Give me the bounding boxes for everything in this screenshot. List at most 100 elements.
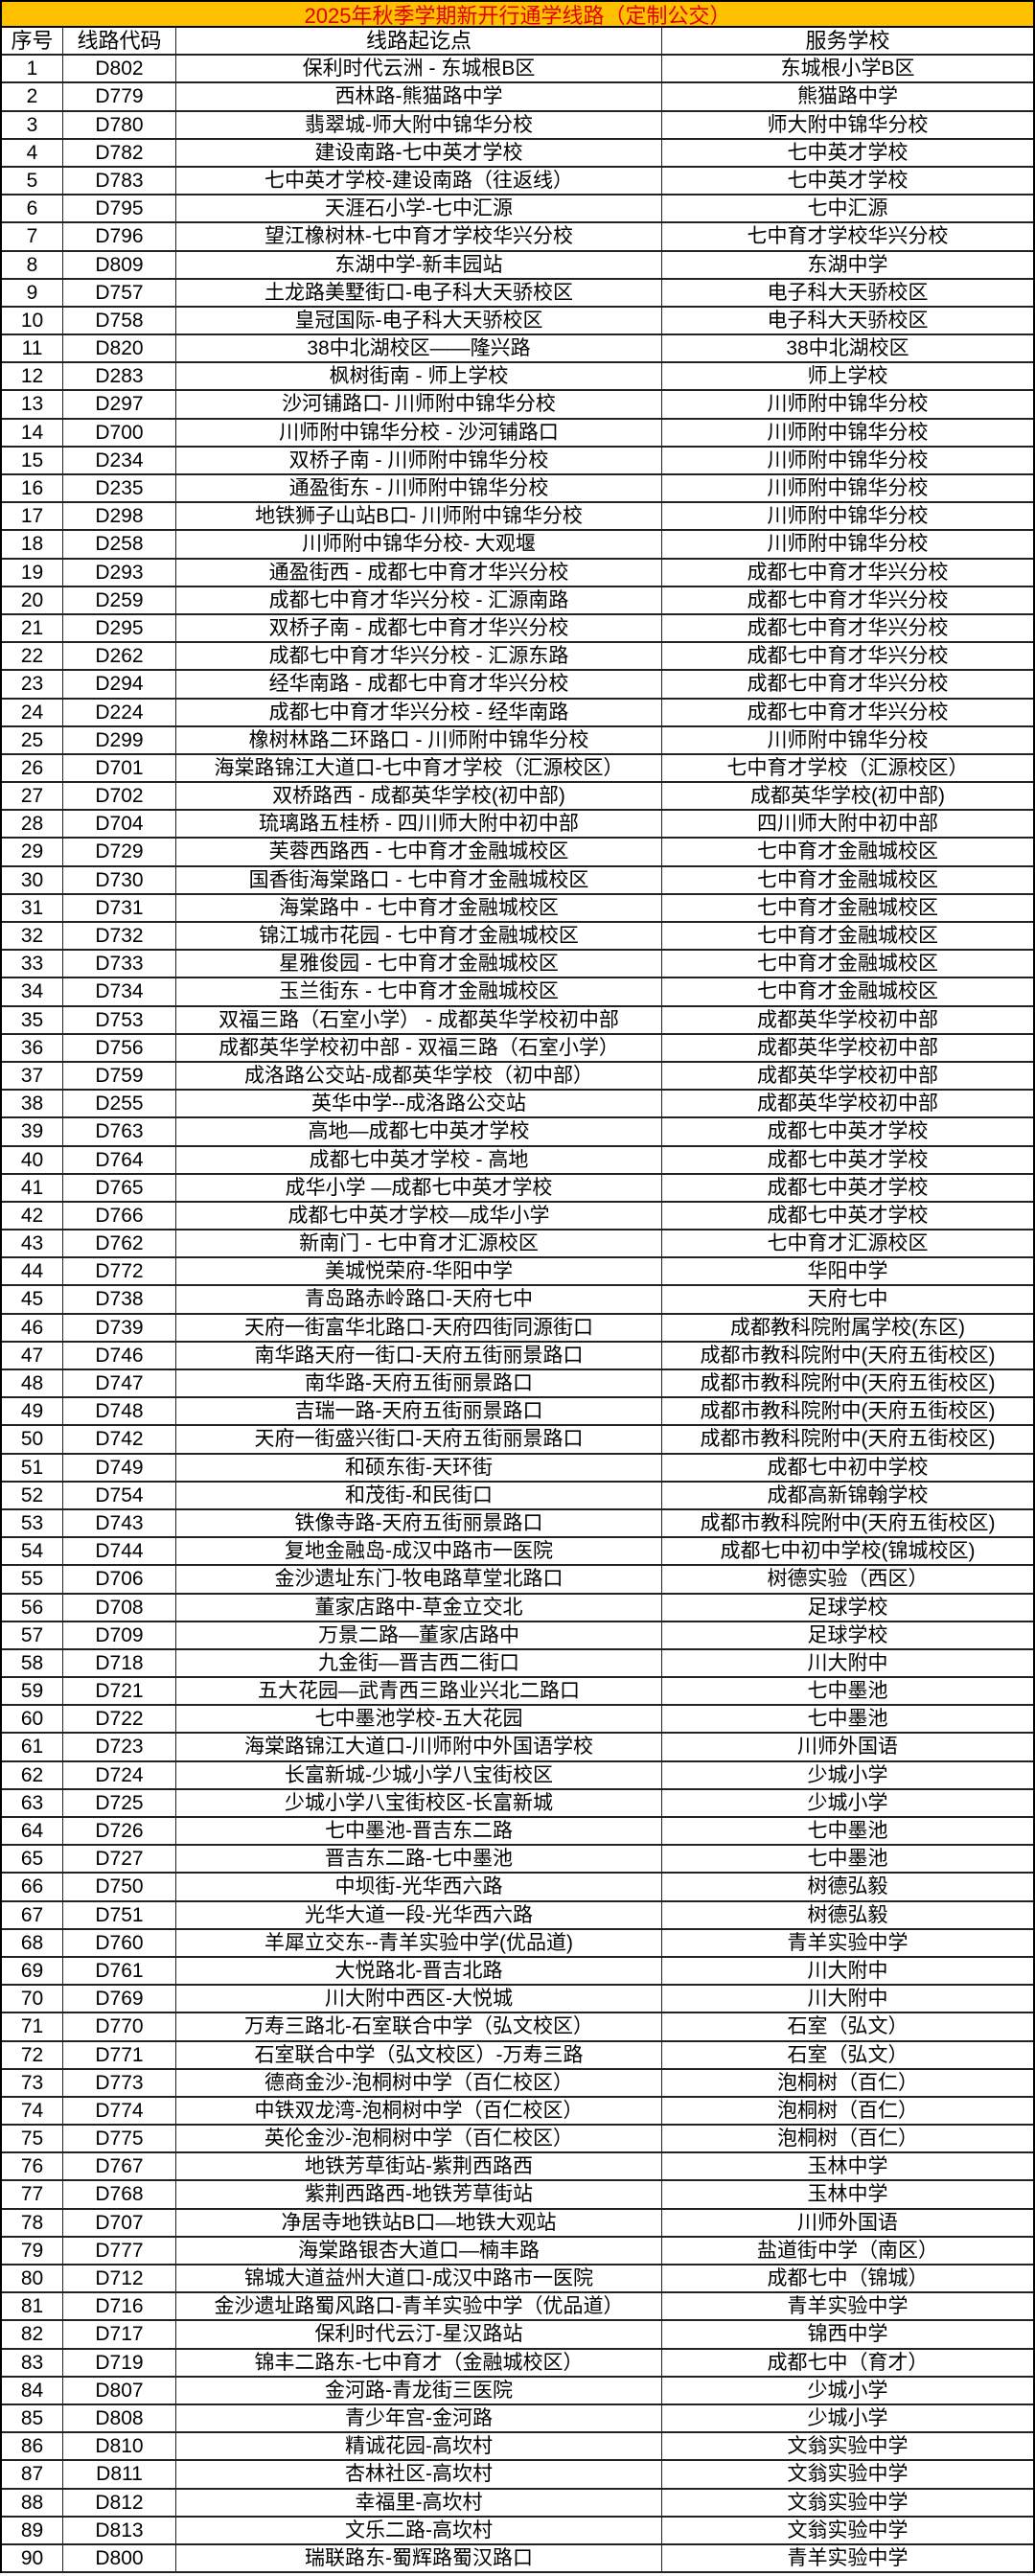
cell-seq: 63 [2, 1789, 63, 1816]
cell-school: 七中育才金融城校区 [757, 868, 938, 891]
cell-code: D812 [63, 2489, 176, 2516]
cell-route: 天涯石小学-七中汇源 [176, 196, 662, 222]
cell-route: 双桥子南 - 成都七中育才华兴分校 [176, 614, 662, 642]
table-row: 20 D259 成都七中育才华兴分校 - 汇源南路 成都七中育才华兴分校 [2, 586, 1033, 615]
cell-route: 双福三路（石室小学） - 成都英华学校初中部 [176, 1006, 662, 1033]
cell-seq: 62 [2, 1761, 63, 1788]
cell-seq: 32 [2, 923, 63, 950]
cell-school: 泡桐树（百仁） [777, 2071, 918, 2094]
cell-code: D765 [63, 1174, 176, 1201]
cell-code: D774 [63, 2097, 176, 2125]
cell-route: 七中英才学校-建设南路（往返线） [176, 167, 662, 195]
cell-school: 七中育才金融城校区 [757, 896, 938, 919]
table-row: 80 D712 锦城大道益州大道口-成汉中路市一医院 成都七中（锦城） [2, 2266, 1033, 2294]
cell-seq: 68 [2, 1929, 63, 1956]
cell-route: 海棠路锦江大道口-川师附中外国语学校 [176, 1734, 662, 1760]
cell-seq: 49 [2, 1398, 63, 1425]
cell-seq: 81 [2, 2293, 63, 2320]
cell-route: 保利时代云汀-星汉路站 [176, 2321, 662, 2348]
cell-code: D734 [63, 978, 176, 1005]
cell-code: D802 [63, 56, 176, 82]
cell-school: 盐道街中学（南区） [757, 2239, 938, 2262]
cell-route: 通盈街西 - 成都七中育才华兴分校 [176, 559, 662, 586]
cell-seq: 1 [2, 56, 63, 82]
cell-seq: 18 [2, 531, 63, 558]
table-row: 22 D262 成都七中育才华兴分校 - 汇源东路 成都七中育才华兴分校 [2, 643, 1033, 672]
cell-school: 文翁实验中学 [787, 2463, 908, 2486]
cell-route: 成都七中育才华兴分校 - 汇源南路 [176, 586, 662, 613]
table-row: 88 D812 幸福里-高坎村 文翁实验中学 [2, 2489, 1033, 2518]
table-row: 26 D701 海棠路锦江大道口-七中育才学校（汇源校区） 七中育才学校（汇源校区） [2, 754, 1033, 784]
cell-code: D255 [63, 1091, 176, 1117]
cell-school: 足球学校 [807, 1596, 888, 1619]
cell-seq: 72 [2, 2041, 63, 2068]
table-row: 38 D255 英华中学--成洛路公交站 成都英华学校初中部 [2, 1091, 1033, 1119]
table-row: 15 D234 双桥子南 - 川师附中锦华分校 川师附中锦华分校 [2, 447, 1033, 475]
header-seq: 序号 [2, 28, 63, 55]
cell-route: 少城小学八宝街校区-长富新城 [176, 1789, 662, 1816]
cell-school: 川大附中 [807, 1651, 888, 1674]
table-row: 11 D820 38中北湖校区——隆兴路 38中北湖校区 [2, 335, 1033, 364]
table-row: 37 D759 成洛路公交站-成都英华学校（初中部） 成都英华学校初中部 [2, 1062, 1033, 1092]
cell-seq: 90 [2, 2544, 63, 2572]
cell-seq: 80 [2, 2266, 63, 2292]
cell-code: D762 [63, 1230, 176, 1257]
cell-school: 少城小学 [807, 2379, 888, 2402]
cell-school: 天府七中 [807, 1288, 888, 1311]
cell-code: D744 [63, 1538, 176, 1565]
cell-code: D259 [63, 586, 176, 613]
cell-school: 川师附中锦华分校 [767, 448, 929, 472]
cell-school: 树德实验（西区） [767, 1568, 929, 1591]
table-row: 40 D764 成都七中英才学校 - 高地 成都七中英才学校 [2, 1146, 1033, 1175]
cell-route: 成华小学 —成都七中英才学校 [176, 1174, 662, 1201]
cell-route: 晋吉东二路-七中墨池 [176, 1846, 662, 1873]
cell-school: 熊猫路中学 [797, 85, 898, 108]
cell-seq: 28 [2, 811, 63, 838]
cell-route: 建设南路-七中英才学校 [176, 139, 662, 166]
table-row: 58 D718 九金街—晋吉西二街口 川大附中 [2, 1649, 1033, 1679]
table-row: 16 D235 通盈街东 - 川师附中锦华分校 川师附中锦华分校 [2, 475, 1033, 504]
cell-school: 华阳中学 [807, 1260, 888, 1283]
cell-school: 成都七中育才华兴分校 [747, 588, 949, 611]
cell-code: D726 [63, 1818, 176, 1845]
table-row: 18 D258 川师附中锦华分校- 大观堰 川师附中锦华分校 [2, 531, 1033, 560]
cell-code: D295 [63, 614, 176, 642]
cell-seq: 61 [2, 1734, 63, 1760]
cell-school: 成都七中初中学校 [767, 1456, 929, 1479]
cell-route: 中铁双龙湾-泡桐树中学（百仁校区） [176, 2097, 662, 2125]
table-row: 47 D746 南华路天府一街口-天府五街丽景路口 成都市教科院附中(天府五街校区) [2, 1342, 1033, 1370]
table-row: 79 D777 海棠路银杏大道口—楠丰路 盐道街中学（南区） [2, 2237, 1033, 2266]
table-row: 83 D719 锦丰二路东-七中育才（金融城校区） 成都七中（育才） [2, 2349, 1033, 2378]
cell-route: 高地—成都七中英才学校 [176, 1118, 662, 1145]
cell-school: 成都七中英才学校 [767, 1148, 929, 1171]
cell-route: 翡翠城-师大附中锦华分校 [176, 111, 662, 138]
cell-route: 38中北湖校区——隆兴路 [176, 335, 662, 362]
cell-route: 海棠路银杏大道口—楠丰路 [176, 2237, 662, 2264]
cell-seq: 79 [2, 2237, 63, 2264]
table-row: 68 D760 羊犀立交东--青羊实验中学(优品道) 青羊实验中学 [2, 1929, 1033, 1958]
table-row: 78 D707 净居寺地铁站B口—地铁大观站 川师外国语 [2, 2209, 1033, 2238]
cell-code: D258 [63, 531, 176, 558]
table-row: 10 D758 皇冠国际-电子科大天骄校区 电子科大天骄校区 [2, 307, 1033, 336]
cell-code: D772 [63, 1258, 176, 1285]
cell-school: 电子科大天骄校区 [767, 309, 929, 332]
cell-school: 成都七中初中学校(锦城校区) [720, 1540, 976, 1563]
cell-route: 德商金沙-泡桐树中学（百仁校区） [176, 2069, 662, 2096]
cell-code: D746 [63, 1342, 176, 1368]
cell-code: D702 [63, 783, 176, 810]
cell-code: D757 [63, 279, 176, 306]
cell-school: 川师外国语 [797, 2211, 898, 2234]
cell-seq: 7 [2, 223, 63, 250]
cell-school: 成都英华学校初中部 [757, 1064, 938, 1087]
cell-route: 大悦路北-晋吉北路 [176, 1957, 662, 1985]
cell-code: D721 [63, 1678, 176, 1705]
cell-seq: 87 [2, 2461, 63, 2488]
table-row: 74 D774 中铁双龙湾-泡桐树中学（百仁校区） 泡桐树（百仁） [2, 2097, 1033, 2127]
table-row: 13 D297 沙河铺路口- 川师附中锦华分校 川师附中锦华分校 [2, 391, 1033, 420]
cell-seq: 26 [2, 754, 63, 782]
cell-route: 成洛路公交站-成都英华学校（初中部） [176, 1062, 662, 1090]
cell-route: 英华中学--成洛路公交站 [176, 1091, 662, 1117]
cell-school: 青羊实验中学 [787, 2546, 908, 2569]
table-row: 65 D727 晋吉东二路-七中墨池 七中墨池 [2, 1846, 1033, 1874]
cell-route: 锦江城市花园 - 七中育才金融城校区 [176, 923, 662, 950]
